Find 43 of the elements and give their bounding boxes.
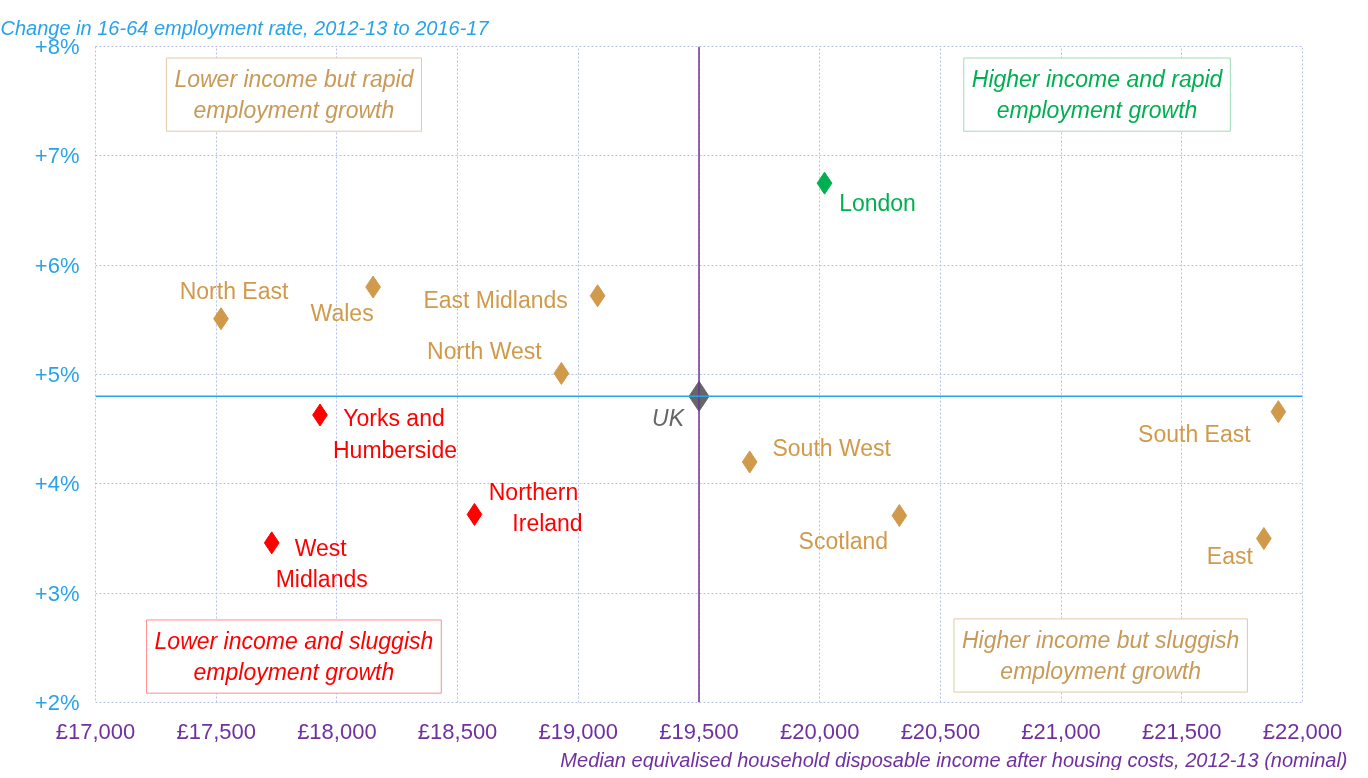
x-tick-label: £20,000	[779, 718, 860, 744]
point	[466, 502, 483, 526]
series-label: North East	[179, 277, 289, 304]
annotation: Lower income and sluggish employment growth	[154, 627, 434, 686]
x-axis-title: Median equivalised household disposable income after housing costs, 2012-13 (nominal)	[560, 748, 1348, 771]
series-label: London	[839, 190, 916, 217]
x-tick-label: £17,000	[55, 718, 136, 744]
series-label: Wales	[310, 300, 374, 327]
point	[589, 284, 606, 308]
point	[741, 450, 758, 474]
series-label: Scotland	[798, 527, 889, 554]
point	[891, 504, 908, 528]
series-label: West Midlands	[275, 534, 368, 592]
series-label: South East	[1138, 420, 1252, 447]
point	[553, 361, 570, 385]
annotation: Lower income but rapid employment growth	[174, 66, 415, 124]
series-label: East	[1206, 542, 1254, 569]
series-label: South West	[772, 434, 892, 461]
series-label: East Midlands	[423, 286, 568, 313]
point	[816, 171, 833, 195]
series-label: Northern Ireland	[488, 479, 583, 537]
y-tick-label: +2%	[34, 690, 80, 715]
x-tick-label: £17,500	[176, 718, 256, 744]
x-tick-label: £21,000	[1021, 718, 1101, 744]
x-tick-label: £19,000	[538, 718, 619, 744]
x-tick-label: £22,000	[1262, 718, 1343, 744]
series-label: North West	[427, 338, 543, 365]
point	[1270, 400, 1287, 424]
x-tick-label: £19,500	[659, 718, 739, 744]
annotation: Higher income but sluggish employment growth	[961, 626, 1240, 685]
series-label: UK	[652, 405, 686, 432]
x-tick-label: £18,500	[417, 718, 498, 744]
x-tick-label: £21,500	[1142, 718, 1222, 744]
y-tick-label: +3%	[34, 580, 80, 606]
annotation: Higher income and rapid employment growth	[971, 66, 1224, 124]
point	[263, 531, 280, 555]
y-tick-label: +5%	[34, 362, 80, 387]
x-tick-label: £20,500	[900, 718, 981, 744]
y-tick-label: +6%	[34, 252, 80, 278]
y-tick-label: +7%	[34, 143, 80, 169]
y-tick-label: +4%	[34, 471, 80, 497]
series-label: Yorks and Humberside	[333, 404, 457, 463]
x-tick-label: £18,000	[297, 718, 377, 744]
